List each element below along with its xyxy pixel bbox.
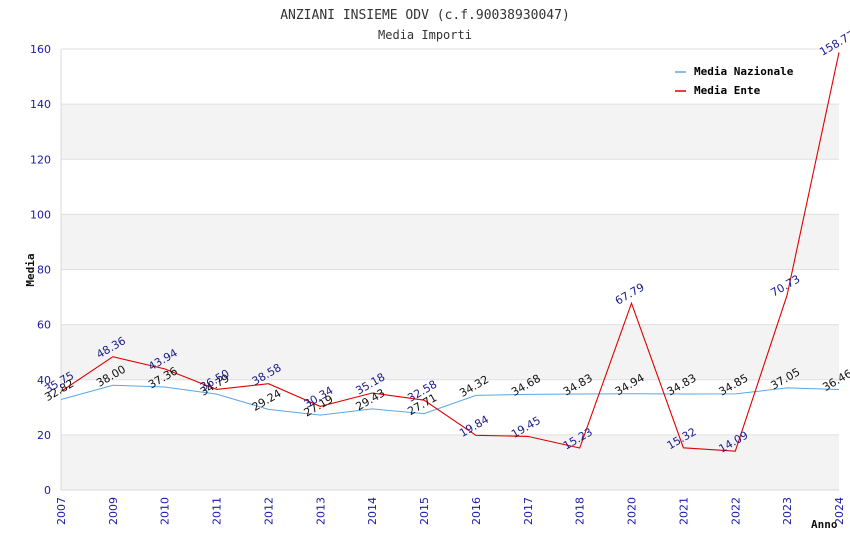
x-tick-label: 2016 (470, 497, 483, 525)
y-tick-label: 0 (44, 484, 51, 497)
x-axis-label: Anno (811, 518, 838, 531)
grid-band (61, 324, 839, 380)
y-tick-label: 80 (37, 264, 51, 277)
x-tick-labels: 2007 2009 2010 2011 2012 2013 2014 2015 2016 2017… (55, 497, 846, 525)
series-line-media-nazionale (60, 384, 840, 416)
legend-box (669, 60, 809, 102)
grid-band (61, 434, 839, 490)
x-tick-label: 2021 (677, 497, 690, 525)
y-tick-label: 140 (30, 98, 51, 111)
data-label-media-ente: 158.77 (817, 28, 850, 59)
legend-label-media-nazionale: Media Nazionale (694, 65, 794, 78)
x-tick-label: 2020 (626, 497, 639, 525)
legend: Media Nazionale Media Ente (669, 60, 809, 102)
y-tick-label: 20 (37, 429, 51, 442)
grid-bands (61, 104, 839, 490)
y-tick-label: 40 (37, 374, 51, 387)
y-tick-label: 120 (30, 153, 51, 166)
x-tick-label: 2014 (366, 497, 379, 525)
y-tick-labels: 0 20 40 60 80 100 120 140 160 (30, 43, 51, 497)
x-tick-label: 2010 (159, 497, 172, 525)
series-lines (60, 52, 840, 452)
data-label-media-nazionale: 29.24 (250, 387, 284, 414)
x-tick-label: 2007 (55, 497, 68, 525)
x-tick-label: 2018 (574, 497, 587, 525)
grid-band (61, 214, 839, 270)
data-label-media-ente: 67.79 (613, 281, 647, 308)
axes (60, 49, 839, 491)
data-label-media-ente: 70.73 (768, 273, 802, 300)
chart-title: ANZIANI INSIEME ODV (c.f.90038930047) (280, 8, 570, 23)
series-line-media-ente (60, 52, 840, 452)
x-tick-label: 2013 (314, 497, 327, 525)
x-tick-label: 2023 (781, 497, 794, 525)
x-tick-label: 2015 (418, 497, 431, 525)
x-tick-label: 2009 (107, 497, 120, 525)
legend-label-media-ente: Media Ente (694, 84, 761, 97)
x-tick-label: 2012 (262, 497, 275, 525)
grid-band (61, 104, 839, 160)
y-tick-label: 60 (37, 319, 51, 332)
x-tick-label: 2022 (729, 497, 742, 525)
x-tick-label: 2024 (833, 497, 846, 525)
y-tick-label: 100 (30, 208, 51, 221)
x-tick-label: 2017 (522, 497, 535, 525)
y-axis-label: Media (24, 253, 37, 286)
y-tick-label: 160 (30, 43, 51, 56)
x-tick-label: 2011 (211, 497, 224, 525)
chart-subtitle: Media Importi (378, 28, 472, 42)
